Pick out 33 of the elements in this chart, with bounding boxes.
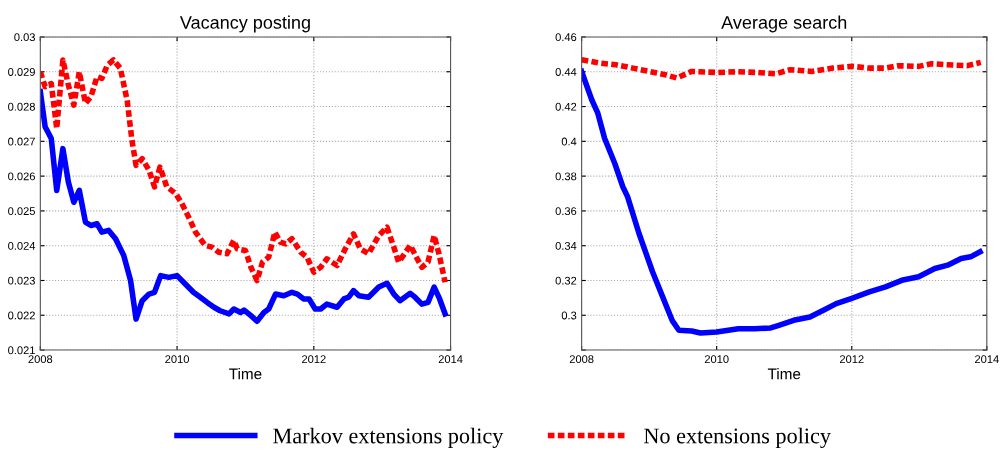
y-tick-label: 0.024 [8,241,36,250]
x-tick-label: 2014 [975,355,999,364]
x-tick-label: 2008 [28,355,53,364]
y-tick-label: 0.021 [8,346,35,355]
y-tick-label: 0.38 [555,172,577,181]
x-tick-label: 2012 [839,355,864,364]
x-tick-label: 2008 [569,355,594,364]
y-tick-label: 0.3 [561,311,577,320]
chart-title: Average search [721,15,847,33]
x-axis-title: Time [767,368,801,380]
y-tick-label: 0.027 [8,137,35,146]
y-tick-label: 0.028 [8,102,35,111]
x-axis-title: Time [229,368,262,380]
x-tick-label: 2014 [438,355,463,364]
x-tick-label: 2010 [704,355,729,364]
y-tick-label: 0.023 [8,276,35,285]
y-tick-label: 0.025 [8,207,35,216]
y-tick-label: 0.029 [8,68,35,76]
legend-label: Markov extensions policy [273,427,504,448]
y-tick-label: 0.44 [555,68,577,76]
y-tick-label: 0.026 [8,172,35,181]
y-tick-label: 0.022 [8,311,35,320]
y-tick-label: 0.46 [555,33,577,42]
chart-title: Vacancy posting [179,15,310,33]
y-tick-label: 0.03 [14,33,35,42]
y-tick-label: 0.4 [561,137,577,146]
y-tick-label: 0.42 [555,102,577,111]
legend-label: No extensions policy [644,427,831,448]
x-tick-label: 2012 [302,355,326,364]
y-tick-label: 0.32 [555,276,577,285]
x-tick-label: 2010 [165,355,189,364]
y-tick-label: 0.34 [555,241,577,250]
y-tick-label: 0.36 [555,207,577,216]
